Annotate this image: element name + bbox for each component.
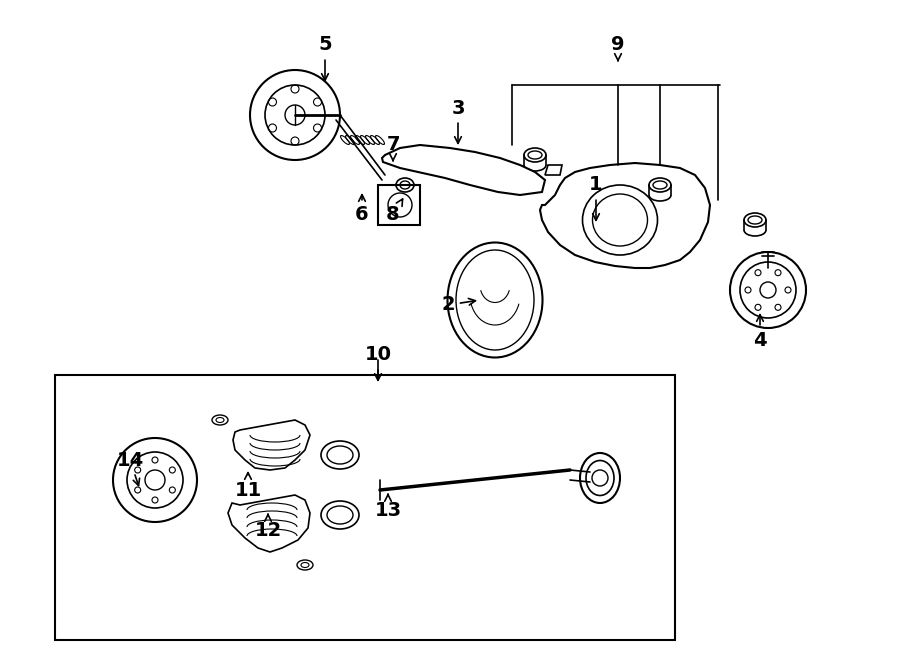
Text: 12: 12 [255,514,282,539]
Text: 2: 2 [441,295,475,315]
Text: 6: 6 [356,194,369,225]
Text: 4: 4 [753,315,767,350]
Text: 3: 3 [451,98,464,143]
Polygon shape [382,145,545,195]
Text: 13: 13 [374,494,401,520]
Polygon shape [540,163,710,268]
Text: 7: 7 [386,136,400,161]
Text: 10: 10 [364,346,392,380]
Bar [55,375,675,640]
Text: 9: 9 [611,36,625,61]
Polygon shape [545,165,562,175]
Text: 14: 14 [116,451,144,486]
Polygon shape [233,420,310,470]
Text: 1: 1 [590,176,603,220]
Text: 8: 8 [386,199,402,225]
Text: 11: 11 [234,473,262,500]
Polygon shape [228,495,310,552]
Polygon shape [378,185,420,225]
Text: 5: 5 [319,36,332,81]
